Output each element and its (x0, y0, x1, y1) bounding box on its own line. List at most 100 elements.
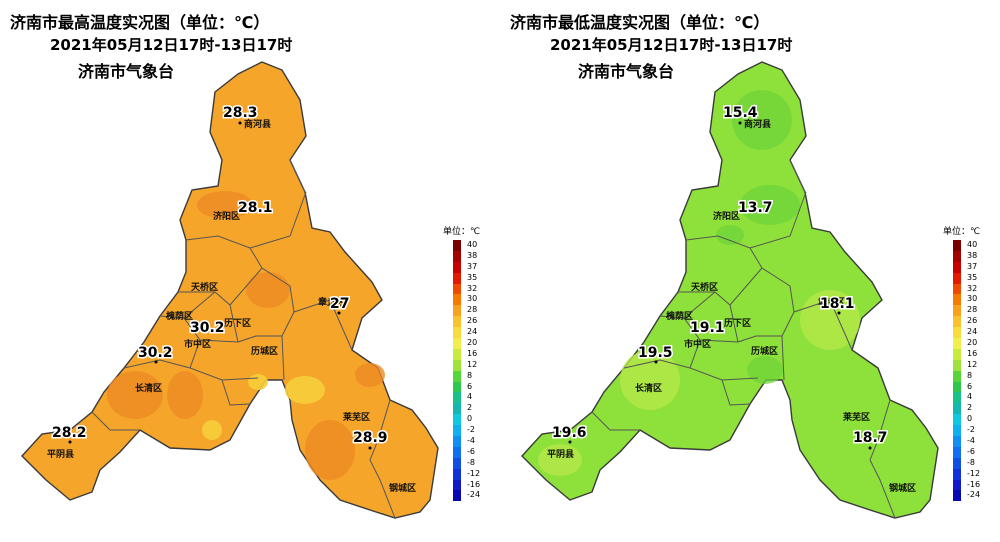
legend-label: -8 (967, 457, 975, 467)
legend-unit: 单位：℃ (443, 227, 481, 237)
station-name-shanghe: 商河县 (244, 118, 271, 130)
legend-label: 0 (967, 414, 973, 424)
map-title: 济南市最高温度实况图（单位：℃） (10, 13, 270, 32)
legend-label: -24 (967, 490, 981, 500)
map-shape (521, 61, 939, 519)
legend-swatch (453, 457, 461, 469)
legend-swatch (953, 316, 961, 328)
legend-label: 0 (467, 414, 473, 424)
station-value-jiyang: 28.1 (238, 200, 273, 216)
legend-swatch (953, 468, 961, 480)
legend-swatch (453, 283, 461, 295)
legend-swatch (453, 348, 461, 360)
color-legend: 单位：℃ 40 38 37 35 32 30 28 26 24 20 16 12 8 6 4 2 0 -2 -4 -6… (443, 224, 503, 514)
station-value-laiwu: 28.9 (353, 430, 388, 446)
legend-label: -4 (967, 436, 975, 446)
legend-label: 8 (467, 370, 473, 380)
legend-label: 26 (467, 316, 478, 326)
legend-label: -16 (467, 479, 481, 489)
legend-swatch (953, 272, 961, 284)
legend-label: 16 (967, 348, 978, 358)
legend-label: 32 (467, 283, 478, 293)
legend-label: -2 (967, 425, 975, 435)
legend-label: -12 (467, 468, 481, 478)
station-name-pingyin: 平阴县 (47, 449, 74, 460)
legend-swatch (453, 338, 461, 349)
station-value-lixia: 19.1 (690, 320, 725, 336)
legend-swatch (953, 261, 961, 273)
station-name-pingyin: 平阴县 (547, 449, 574, 460)
legend-label: 37 (967, 261, 978, 271)
city-boundary (521, 61, 939, 519)
station-value-gangcheng: 18.7 (853, 430, 888, 446)
station-name-tianqiao: 天桥区 (191, 281, 218, 293)
legend-bar (453, 240, 461, 502)
legend-label: 8 (967, 370, 973, 380)
jinan-max-temp-map: 商河县 28.3 济阳区 28.1 天桥区 章丘区 27 槐荫区 历下区 30.… (21, 61, 439, 519)
legend-label: 30 (967, 294, 978, 304)
legend-label: 20 (967, 338, 978, 348)
min-temp-panel: 济南市最低温度实况图（单位：℃） 2021年05月12日17时-13日17时 济… (500, 0, 1000, 542)
legend-label: -24 (467, 490, 481, 500)
legend-swatch (953, 250, 961, 262)
legend-swatch (453, 381, 461, 393)
legend-swatch (453, 468, 461, 480)
legend-label: 20 (467, 338, 478, 348)
legend-swatch (953, 305, 961, 317)
legend-label: 40 (467, 240, 478, 249)
color-legend: 单位：℃ 40 38 37 35 32 30 28 26 24 20 16 12 8 6 4 2 0 -2 -4 -6… (943, 224, 1000, 514)
station-value-shizhong: 30.2 (138, 345, 173, 361)
station-name-laiwu: 莱芜区 (843, 411, 870, 423)
legend-label: -2 (467, 425, 475, 435)
legend-label: 35 (967, 272, 978, 282)
map-period: 2021年05月12日17时-13日17时 (550, 36, 793, 54)
legend-label: 37 (467, 261, 478, 271)
legend-swatch (453, 240, 461, 251)
legend-swatch (453, 316, 461, 328)
station-name-shanghe: 商河县 (744, 118, 771, 130)
city-boundary (21, 61, 439, 519)
station-value-shizhong: 19.5 (638, 345, 673, 361)
station-name-huaiyin: 槐荫区 (165, 310, 193, 322)
station-name-zhangqiu: 章丘区 (818, 296, 845, 308)
station-value-zhangqiu: 27 (330, 296, 349, 312)
station-value-jiyang: 13.7 (738, 200, 773, 216)
legend-swatch (953, 490, 961, 502)
station-name-gangcheng: 钢城区 (889, 482, 916, 494)
station-name-changqing: 长清区 (135, 382, 162, 394)
warm-zones (107, 191, 385, 480)
legend-label: 12 (967, 359, 978, 369)
legend-swatch (953, 436, 961, 447)
legend-swatch (953, 457, 961, 469)
station-name-jiyang: 济阳区 (713, 210, 740, 222)
district-borders (591, 159, 896, 519)
map-period: 2021年05月12日17时-13日17时 (50, 36, 293, 54)
legend-swatch (953, 403, 961, 415)
legend-swatch (453, 261, 461, 273)
map-agency: 济南市气象台 (78, 62, 175, 81)
legend-swatch (953, 446, 961, 458)
legend-swatch (953, 370, 961, 382)
legend-label: -12 (967, 468, 981, 478)
legend-label: -6 (967, 446, 975, 456)
legend-label: -8 (467, 457, 475, 467)
legend-label: 32 (967, 283, 978, 293)
legend-bar (953, 240, 961, 502)
station-name-licheng: 历城区 (751, 345, 778, 357)
legend-label: 6 (967, 381, 973, 391)
legend-swatch (453, 403, 461, 415)
legend-label: 30 (467, 294, 478, 304)
legend-swatch (953, 359, 961, 371)
station-name-changqing: 长清区 (635, 382, 662, 394)
legend-swatch (453, 327, 461, 339)
station-labels: 商河县 15.4 济阳区 13.7 天桥区 章丘区 18.1 槐荫区 历下区 1… (547, 104, 916, 495)
legend-label: 38 (967, 250, 978, 260)
station-name-shizhong: 市中区 (684, 338, 711, 350)
legend-unit: 单位：℃ (943, 227, 981, 237)
legend-label: 12 (467, 359, 478, 369)
legend-swatch (453, 392, 461, 404)
legend-swatch (453, 446, 461, 458)
legend-label: -4 (467, 436, 475, 446)
legend-label: -16 (967, 479, 981, 489)
legend-label: 2 (967, 403, 973, 413)
